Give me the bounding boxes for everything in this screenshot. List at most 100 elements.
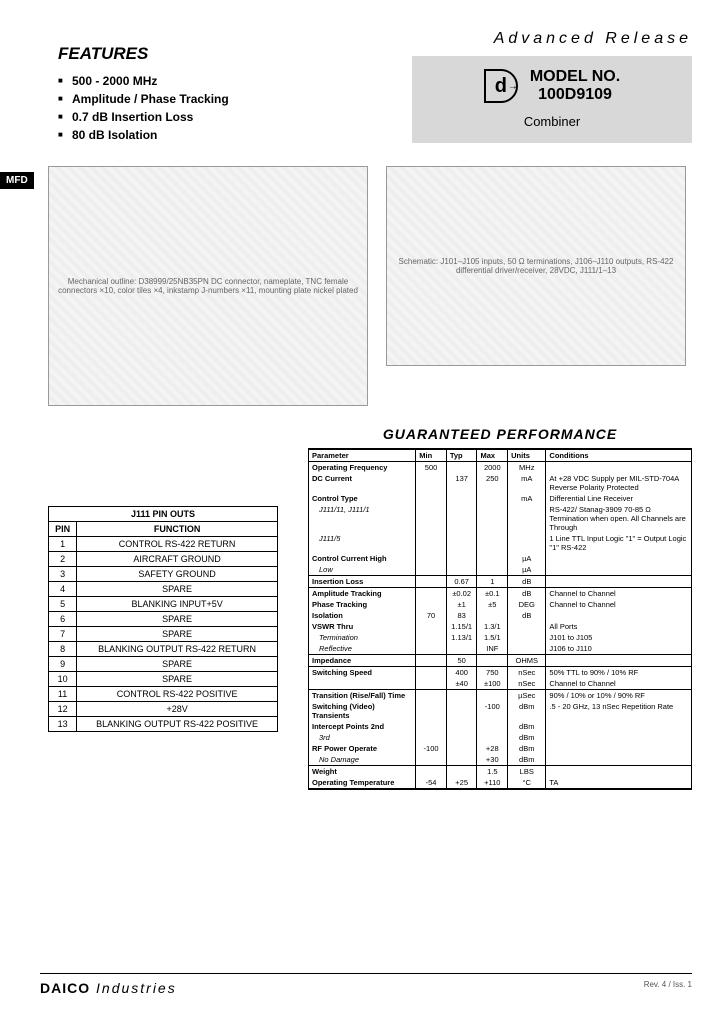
perf-typ: ±40 [446, 678, 477, 690]
performance-block: GUARANTEED PERFORMANCE Parameter Min Typ… [308, 426, 692, 790]
perf-min [416, 493, 447, 504]
perf-min [416, 621, 447, 632]
perf-min [416, 766, 447, 778]
perf-param: No Damage [309, 754, 416, 766]
perf-min [416, 564, 447, 576]
perf-typ [446, 462, 477, 474]
perf-row: Weight1.5LBS [309, 766, 692, 778]
perf-row: Insertion Loss0.671dB [309, 576, 692, 588]
pin-func: CONTROL RS-422 RETURN [77, 537, 278, 552]
perf-min [416, 678, 447, 690]
perf-units: dB [508, 610, 546, 621]
perf-typ: 137 [446, 473, 477, 493]
perf-max [477, 564, 508, 576]
feature-item: 80 dB Isolation [58, 126, 392, 144]
perf-cond [546, 743, 692, 754]
pinout-row: 4SPARE [49, 582, 278, 597]
perf-typ: 1.15/1 [446, 621, 477, 632]
perf-units: DEG [508, 599, 546, 610]
pin-num: 7 [49, 627, 77, 642]
perf-param: J111/11, J111/1 [309, 504, 416, 533]
pin-num: 13 [49, 717, 77, 732]
perf-param [309, 678, 416, 690]
perf-row: J111/11, J111/1 RS-422/ Stanag-3909 70-85… [309, 504, 692, 533]
pin-num: 5 [49, 597, 77, 612]
pinout-title: J111 PIN OUTS [49, 507, 278, 522]
perf-max [477, 553, 508, 564]
footer: DAICO Industries Rev. 4 / Iss. 1 [40, 973, 692, 996]
perf-min: -54 [416, 777, 447, 789]
perf-param: J111/5 [309, 533, 416, 553]
features-list: 500 - 2000 MHz Amplitude / Phase Trackin… [58, 72, 392, 144]
perf-row: Switching Speed400750nSec50% TTL to 90% … [309, 667, 692, 679]
perf-row: DC Current137250mAAt +28 VDC Supply per … [309, 473, 692, 493]
perf-typ [446, 553, 477, 564]
perf-max [477, 533, 508, 553]
pinout-row: 11CONTROL RS-422 POSITIVE [49, 687, 278, 702]
perf-row: VSWR Thru1.15/11.3/1All Ports [309, 621, 692, 632]
model-box: d MODEL NO. 100D9109 Combiner [412, 56, 692, 143]
footer-brand-light: Industries [90, 980, 177, 996]
perf-cond: RS-422/ Stanag-3909 70-85 Ω Termination … [546, 504, 692, 533]
perf-typ: 0.67 [446, 576, 477, 588]
perf-param: Insertion Loss [309, 576, 416, 588]
perf-min: 70 [416, 610, 447, 621]
pinout-row: 10SPARE [49, 672, 278, 687]
perf-row: Switching (Video) Transients-100dBm.5 - … [309, 701, 692, 721]
perf-min [416, 576, 447, 588]
footer-brand: DAICO Industries [40, 980, 177, 996]
perf-row: Operating Frequency5002000MHz [309, 462, 692, 474]
perf-row: Control Current HighµA [309, 553, 692, 564]
model-area: Advanced Release d MODEL NO. 100D9109 Co… [412, 30, 692, 144]
perf-param: Amplitude Tracking [309, 588, 416, 600]
perf-row: J111/51 Line TTL Input Logic "1" = Outpu… [309, 533, 692, 553]
perf-row: Control TypemADifferential Line Receiver [309, 493, 692, 504]
perf-max [477, 732, 508, 743]
pin-func: SPARE [77, 657, 278, 672]
perf-units: OHMS [508, 655, 546, 667]
perf-cond: 90% / 10% or 10% / 90% RF [546, 690, 692, 702]
features-heading: FEATURES [58, 44, 392, 64]
perf-units [508, 632, 546, 643]
perf-param: Isolation [309, 610, 416, 621]
pin-num: 3 [49, 567, 77, 582]
perf-col-min: Min [416, 449, 447, 462]
pin-num: 6 [49, 612, 77, 627]
model-number: 100D9109 [530, 86, 620, 104]
perf-param: Control Type [309, 493, 416, 504]
footer-rev: Rev. 4 / Iss. 1 [644, 980, 692, 996]
perf-cond [546, 721, 692, 732]
perf-param: Phase Tracking [309, 599, 416, 610]
perf-param: RF Power Operate [309, 743, 416, 754]
pinout-row: 7SPARE [49, 627, 278, 642]
perf-row: Intercept Points 2nddBm [309, 721, 692, 732]
perf-cond [546, 754, 692, 766]
mechanical-diagram: Mechanical outline: D38999/25NB35PN DC c… [48, 166, 368, 406]
perf-units: dB [508, 588, 546, 600]
perf-units: µSec [508, 690, 546, 702]
perf-cond [546, 732, 692, 743]
perf-param: Operating Frequency [309, 462, 416, 474]
perf-typ [446, 721, 477, 732]
perf-min [416, 588, 447, 600]
perf-param: Operating Temperature [309, 777, 416, 789]
perf-cond [546, 576, 692, 588]
perf-cond [546, 766, 692, 778]
perf-cond [546, 655, 692, 667]
pin-num: 8 [49, 642, 77, 657]
perf-min: 500 [416, 462, 447, 474]
perf-max: 250 [477, 473, 508, 493]
perf-param: DC Current [309, 473, 416, 493]
perf-typ [446, 766, 477, 778]
perf-max: ±100 [477, 678, 508, 690]
perf-units: dB [508, 576, 546, 588]
perf-max [477, 504, 508, 533]
perf-units: µA [508, 564, 546, 576]
perf-cond: J101 to J105 [546, 632, 692, 643]
perf-units: dBm [508, 743, 546, 754]
perf-param: Switching Speed [309, 667, 416, 679]
perf-units: dBm [508, 732, 546, 743]
perf-row: LowµA [309, 564, 692, 576]
performance-table: Parameter Min Typ Max Units Conditions O… [308, 448, 692, 790]
perf-cond: At +28 VDC Supply per MIL-STD-704A Rever… [546, 473, 692, 493]
